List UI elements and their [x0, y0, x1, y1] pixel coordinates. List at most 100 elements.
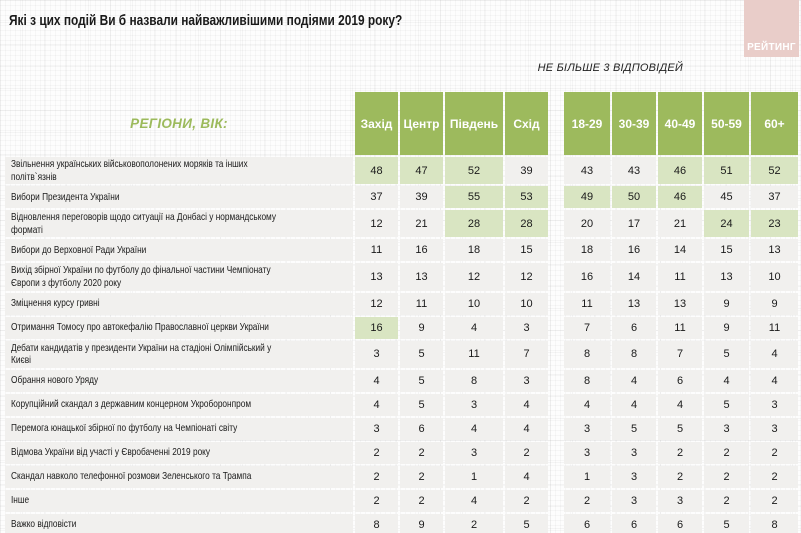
value-cell: 37 — [355, 186, 398, 209]
value-cell: 5 — [400, 393, 443, 416]
value-cell: 2 — [400, 489, 443, 512]
column-group-gap — [550, 210, 562, 237]
event-label-cell: Вибори Президента України — [5, 186, 353, 209]
value-cell: 11 — [751, 316, 798, 339]
value-cell: 2 — [355, 489, 398, 512]
table-row: Звільнення українських військовополонени… — [5, 157, 798, 185]
value-cell: 5 — [400, 369, 443, 392]
table-corner-label: РЕГІОНИ, ВІК: — [130, 116, 228, 131]
column-header-age-40-49: 40-49 — [658, 92, 702, 155]
value-cell: 53 — [505, 186, 548, 209]
event-label-text: Скандал навколо телефонної розмови Зелен… — [11, 470, 252, 483]
table-row: Вибори Президента України 37 39 55 53 49 50 46 4… — [5, 186, 798, 209]
event-label-text: Дебати кандидатів у президенти України н… — [11, 341, 272, 367]
value-cell: 16 — [355, 316, 398, 339]
value-cell: 16 — [400, 239, 443, 262]
value-cell: 46 — [658, 157, 702, 185]
value-cell: 21 — [658, 210, 702, 238]
value-cell: 3 — [445, 441, 503, 464]
value-cell: 4 — [658, 393, 702, 416]
column-group-gap — [550, 394, 562, 416]
value-cell: 2 — [400, 465, 443, 488]
event-label-text: Обрання нового Уряду — [11, 374, 99, 387]
event-label-text: Звільнення українських військовополонени… — [11, 158, 248, 183]
value-cell: 4 — [355, 369, 398, 392]
value-cell: 1 — [445, 465, 503, 488]
value-cell: 7 — [505, 340, 548, 368]
column-group-gap — [550, 92, 562, 155]
event-label-cell: Перемога юнацької збірної по футболу на … — [5, 417, 353, 440]
value-cell: 3 — [704, 417, 749, 440]
event-label-cell: Важко відповісти — [5, 513, 353, 533]
value-cell: 15 — [704, 239, 749, 262]
value-cell: 8 — [355, 513, 398, 533]
value-cell: 14 — [612, 263, 656, 291]
results-table-body: Звільнення українських військовополонени… — [5, 157, 798, 533]
value-cell: 4 — [751, 369, 798, 392]
column-group-gap — [550, 263, 562, 290]
value-cell: 4 — [445, 417, 503, 440]
value-cell: 3 — [612, 465, 656, 488]
column-group-gap — [550, 317, 562, 339]
value-cell: 13 — [400, 263, 443, 291]
table-row: Важко відповісти 8 9 2 5 6 6 6 5 8 — [5, 513, 798, 533]
value-cell: 5 — [704, 393, 749, 416]
value-cell: 4 — [505, 417, 548, 440]
value-cell: 3 — [355, 417, 398, 440]
value-cell: 9 — [704, 316, 749, 339]
column-group-gap — [550, 293, 562, 315]
table-row: Перемога юнацької збірної по футболу на … — [5, 417, 798, 440]
event-label-text: Перемога юнацької збірної по футболу на … — [11, 422, 238, 435]
value-cell: 10 — [445, 292, 503, 315]
value-cell: 18 — [445, 239, 503, 262]
event-label-text: Інше — [11, 494, 30, 507]
value-cell: 28 — [505, 210, 548, 238]
value-cell: 2 — [445, 513, 503, 533]
value-cell: 4 — [445, 489, 503, 512]
value-cell: 55 — [445, 186, 503, 209]
value-cell: 2 — [505, 441, 548, 464]
event-label-cell: Вихід збірної України по футболу до фіна… — [5, 263, 353, 291]
value-cell: 2 — [564, 489, 610, 512]
value-cell: 6 — [658, 369, 702, 392]
value-cell: 2 — [704, 489, 749, 512]
value-cell: 2 — [751, 465, 798, 488]
value-cell: 2 — [658, 465, 702, 488]
value-cell: 43 — [612, 157, 656, 185]
value-cell: 14 — [658, 239, 702, 262]
table-row: Відновлення переговорів щодо ситуації на… — [5, 210, 798, 238]
event-label-cell: Інше — [5, 489, 353, 512]
column-header-east: Схід — [505, 92, 548, 155]
value-cell: 3 — [505, 369, 548, 392]
event-label-cell: Обрання нового Уряду — [5, 369, 353, 392]
value-cell: 9 — [751, 292, 798, 315]
table-row: Відмова України від участі у Євробаченні… — [5, 441, 798, 464]
event-label-cell: Отримання Томосу про автокефалію Правосл… — [5, 316, 353, 339]
value-cell: 2 — [658, 441, 702, 464]
value-cell: 7 — [564, 316, 610, 339]
column-header-age-18-29: 18-29 — [564, 92, 610, 155]
table-row: Зміцнення курсу гривні 12 11 10 10 11 13 13 9 9 — [5, 292, 798, 315]
value-cell: 8 — [612, 340, 656, 368]
column-header-age-50-59: 50-59 — [704, 92, 749, 155]
value-cell: 18 — [564, 239, 610, 262]
event-label-text: Вибори до Верховної Ради України — [11, 244, 147, 257]
value-cell: 11 — [400, 292, 443, 315]
value-cell: 3 — [505, 316, 548, 339]
rating-logo: РЕЙТИНГ — [744, 0, 799, 57]
table-row: Дебати кандидатів у президенти України н… — [5, 340, 798, 368]
value-cell: 39 — [400, 186, 443, 209]
value-cell: 48 — [355, 157, 398, 185]
value-cell: 8 — [445, 369, 503, 392]
value-cell: 3 — [564, 417, 610, 440]
event-label-cell: Корупційний скандал з державним концерно… — [5, 393, 353, 416]
value-cell: 43 — [564, 157, 610, 185]
value-cell: 3 — [658, 489, 702, 512]
value-cell: 3 — [445, 393, 503, 416]
value-cell: 13 — [612, 292, 656, 315]
value-cell: 39 — [505, 157, 548, 185]
value-cell: 7 — [658, 340, 702, 368]
value-cell: 2 — [704, 441, 749, 464]
value-cell: 16 — [612, 239, 656, 262]
value-cell: 2 — [505, 489, 548, 512]
